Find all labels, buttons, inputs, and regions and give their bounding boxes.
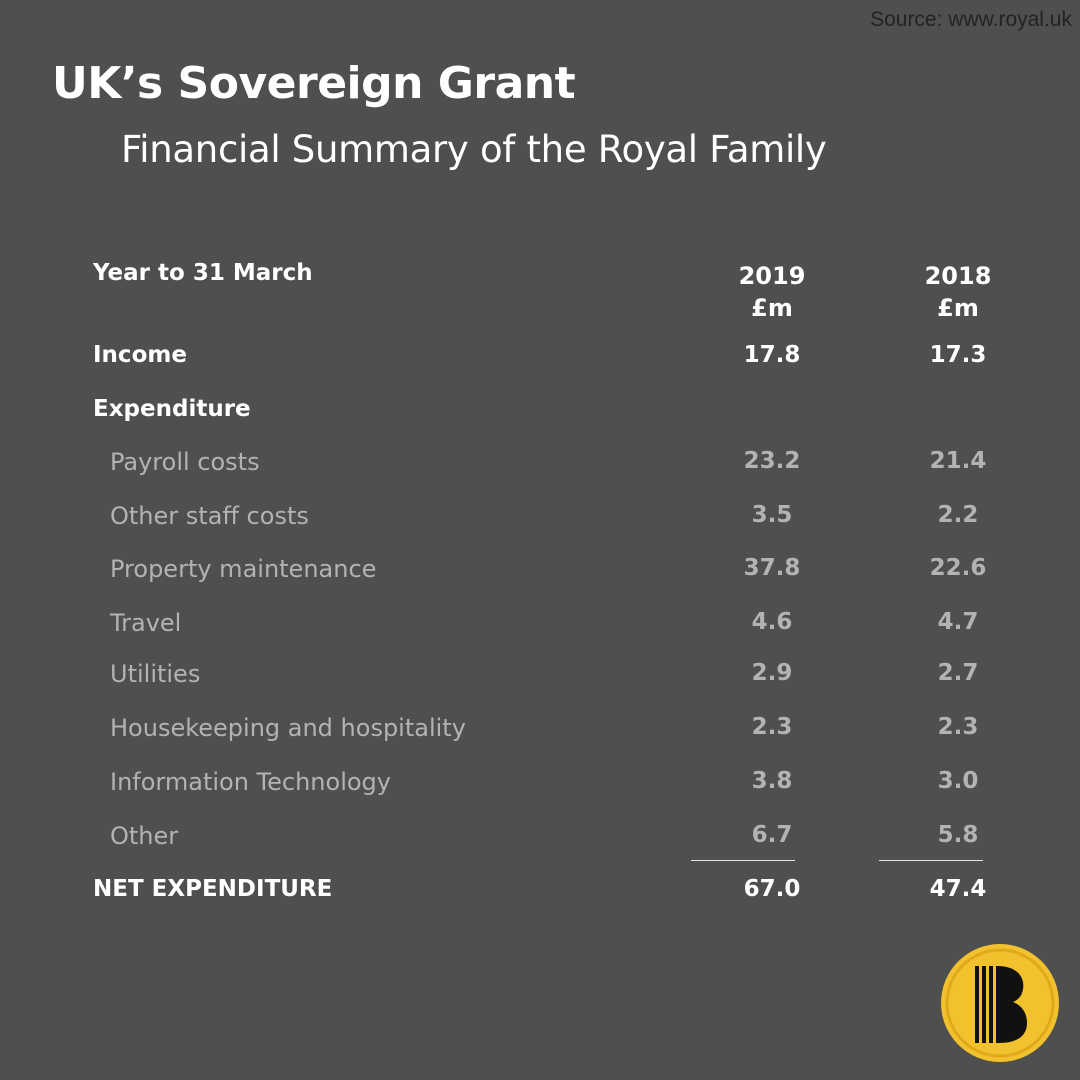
item-2018: 2.2 <box>937 502 979 528</box>
item-label: Other staff costs <box>110 502 309 530</box>
unit-2018: £m <box>937 294 979 322</box>
item-label: Property maintenance <box>110 555 377 583</box>
page-subtitle: Financial Summary of the Royal Family <box>121 128 827 171</box>
item-2019: 37.8 <box>743 555 801 581</box>
item-2019: 3.5 <box>751 502 793 528</box>
income-label: Income <box>93 342 187 368</box>
item-label: Utilities <box>110 660 201 688</box>
sum-rule-2018 <box>879 860 983 861</box>
item-2019: 2.3 <box>751 714 793 740</box>
year-2019: 2019 <box>738 262 806 290</box>
source-text[interactable]: Source: www.royal.uk <box>870 8 1072 31</box>
page-title: UK’s Sovereign Grant <box>52 58 576 109</box>
item-label: Payroll costs <box>110 448 260 476</box>
sum-rule-2019 <box>691 860 795 861</box>
item-2018: 4.7 <box>937 609 979 635</box>
item-2018: 22.6 <box>929 555 987 581</box>
table-row: Property maintenance 37.8 22.6 <box>0 555 1080 595</box>
item-2019: 2.9 <box>751 660 793 686</box>
income-2018: 17.3 <box>929 342 987 368</box>
income-2019: 17.8 <box>743 342 801 368</box>
net-expenditure-label: NET EXPENDITURE <box>93 876 333 902</box>
item-label: Travel <box>110 609 182 637</box>
table-row: Information Technology 3.8 3.0 <box>0 768 1080 808</box>
column-header-2019: 2019 £m <box>702 260 842 324</box>
table-row: Housekeeping and hospitality 2.3 2.3 <box>0 714 1080 754</box>
item-label: Other <box>110 822 179 850</box>
brand-b-logo-icon <box>941 944 1059 1062</box>
table-header-row: Year to 31 March 2019 £m 2018 £m <box>0 260 1080 330</box>
year-2018: 2018 <box>924 262 992 290</box>
item-label: Information Technology <box>110 768 391 796</box>
table-row: Utilities 2.9 2.7 <box>0 660 1080 700</box>
item-2018: 5.8 <box>937 822 979 848</box>
item-2018: 21.4 <box>929 448 987 474</box>
expenditure-label: Expenditure <box>93 396 251 422</box>
item-2019: 6.7 <box>751 822 793 848</box>
net-expenditure-row: NET EXPENDITURE 67.0 47.4 <box>0 876 1080 916</box>
table-row: Other 6.7 5.8 <box>0 822 1080 862</box>
table-row: Other staff costs 3.5 2.2 <box>0 502 1080 542</box>
expenditure-heading-row: Expenditure <box>0 396 1080 436</box>
table-row: Payroll costs 23.2 21.4 <box>0 448 1080 488</box>
table-row: Travel 4.6 4.7 <box>0 609 1080 649</box>
year-label: Year to 31 March <box>93 260 313 286</box>
item-2018: 2.7 <box>937 660 979 686</box>
net-2018: 47.4 <box>929 876 987 902</box>
item-2019: 23.2 <box>743 448 801 474</box>
item-2018: 2.3 <box>937 714 979 740</box>
income-row: Income 17.8 17.3 <box>0 342 1080 382</box>
net-2019: 67.0 <box>743 876 801 902</box>
unit-2019: £m <box>751 294 793 322</box>
item-2018: 3.0 <box>937 768 979 794</box>
item-2019: 3.8 <box>751 768 793 794</box>
item-label: Housekeeping and hospitality <box>110 714 466 742</box>
column-header-2018: 2018 £m <box>888 260 1028 324</box>
item-2019: 4.6 <box>751 609 793 635</box>
